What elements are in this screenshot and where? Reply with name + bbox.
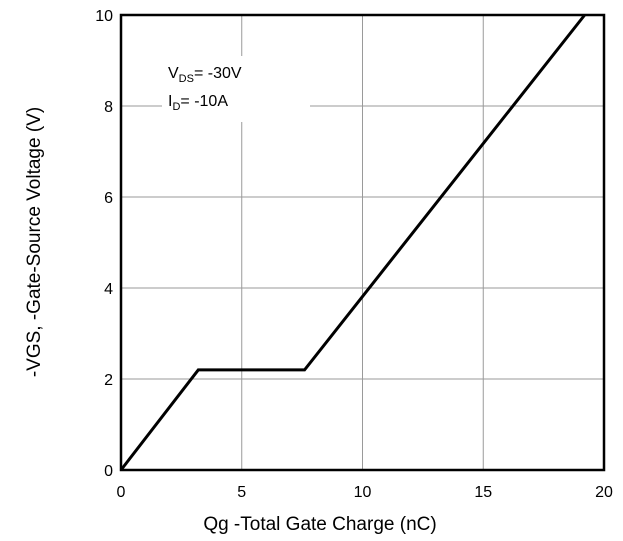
y-tick-label: 0 xyxy=(104,463,113,480)
x-tick-label: 10 xyxy=(354,484,372,501)
x-tick-label: 0 xyxy=(117,484,126,501)
y-tick-label: 2 xyxy=(104,372,113,389)
x-tick-label: 15 xyxy=(474,484,492,501)
y-tick-label: 4 xyxy=(104,281,113,298)
x-tick-label: 20 xyxy=(595,484,613,501)
vds-main: V xyxy=(168,65,179,82)
y-tick-label: 10 xyxy=(95,8,113,25)
vds-annotation: VDS= -30V xyxy=(168,65,242,85)
id-rest: = -10A xyxy=(180,93,228,110)
x-axis-label: Qg -Total Gate Charge (nC) xyxy=(203,514,436,535)
id-sub: D xyxy=(172,101,180,113)
series-line xyxy=(119,14,586,471)
y-tick-labels: 0 2 4 6 8 10 xyxy=(95,8,113,480)
y-tick-label: 8 xyxy=(104,99,113,116)
y-axis-label: -VGS, -Gate-Source Voltage (V) xyxy=(24,107,45,377)
vds-sub: DS xyxy=(179,73,194,85)
y-tick-label: 6 xyxy=(104,190,113,207)
id-main: I xyxy=(168,93,172,110)
annotation-background xyxy=(162,56,310,122)
plot-frame xyxy=(119,13,606,472)
x-tick-labels: 0 5 10 15 20 xyxy=(117,484,613,501)
vds-rest: = -30V xyxy=(194,65,242,82)
id-annotation: ID= -10A xyxy=(168,93,228,113)
x-tick-label: 5 xyxy=(237,484,246,501)
